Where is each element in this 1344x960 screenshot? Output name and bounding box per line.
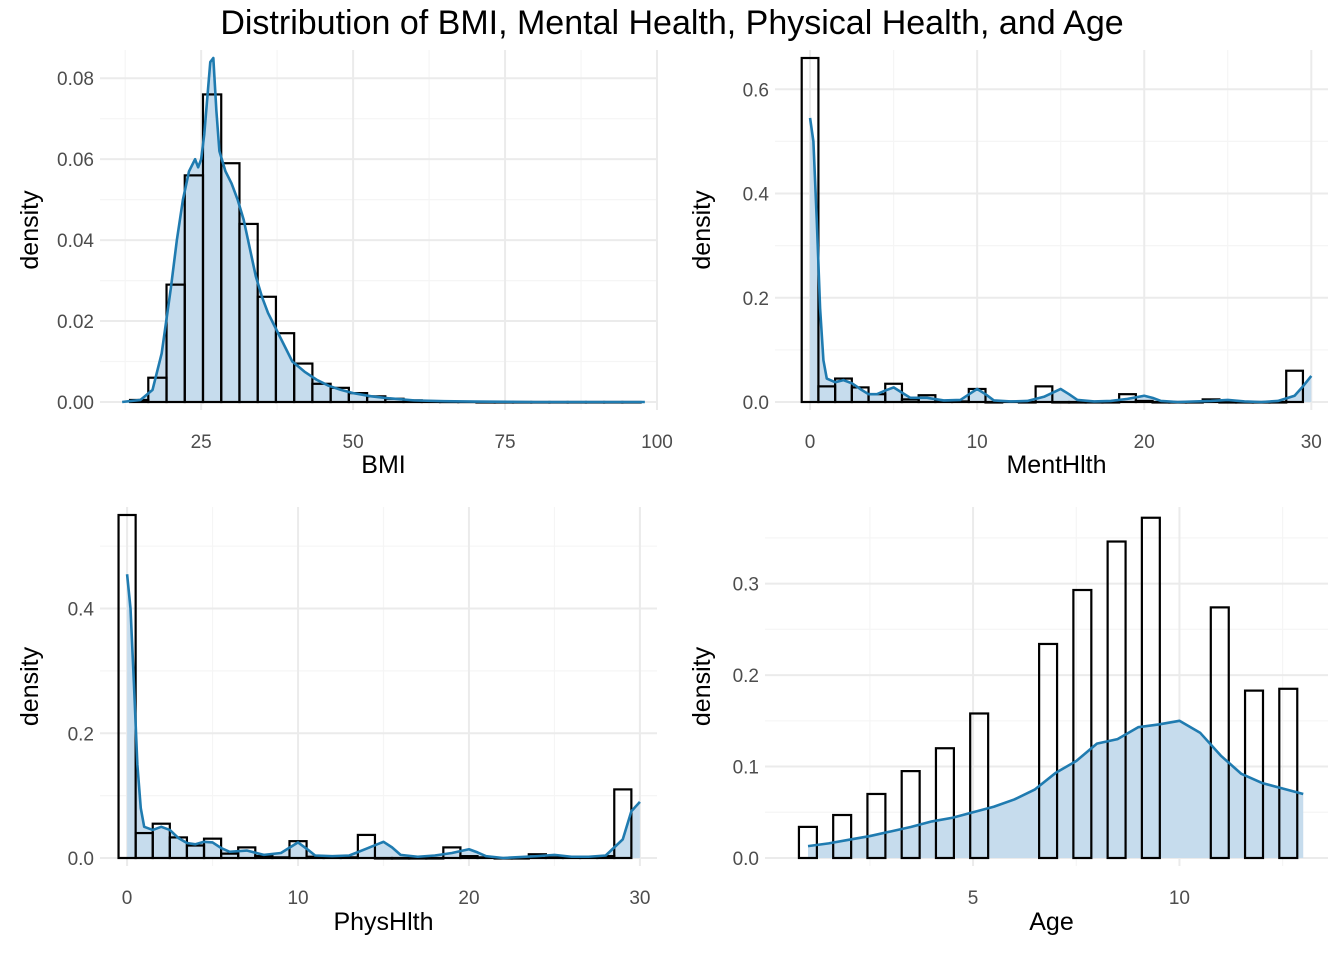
histogram-bar	[425, 856, 445, 860]
y-tick-label: 0.2	[743, 289, 769, 310]
x-axis-title: Age	[1029, 908, 1073, 936]
histogram-bar	[1038, 642, 1059, 860]
y-axis-title: density	[688, 190, 716, 270]
histogram-bar	[459, 855, 479, 860]
x-tick-label: 0	[122, 888, 133, 909]
y-tick-label: 0.2	[733, 666, 759, 687]
density-gap-fill	[1057, 857, 1074, 858]
density-line	[122, 56, 645, 404]
y-tick-label: 0.0	[733, 849, 759, 870]
y-tick-label: 0.6	[743, 80, 769, 101]
density-gap-fill	[1125, 857, 1142, 858]
histogram-bar	[969, 712, 990, 860]
density-line	[808, 117, 1313, 404]
density-gap-fill	[1159, 857, 1211, 858]
density-area	[808, 720, 1304, 858]
density-line	[125, 574, 641, 860]
y-tick-label: 0.02	[57, 312, 94, 333]
histogram-bar	[1051, 400, 1071, 404]
density-area	[122, 58, 645, 402]
panel-physhlth: 0 10 20 30 0.0 0.2 0.4 PhysHlth density	[16, 507, 657, 936]
histogram-bar	[1067, 400, 1087, 404]
density-gap-fill	[1091, 857, 1108, 858]
x-tick-label: 75	[494, 432, 515, 453]
histogram-bar	[832, 813, 853, 860]
histogram-bar	[390, 856, 411, 860]
density-gap-fill	[885, 857, 902, 858]
y-tick-label: 0.1	[733, 758, 759, 779]
y-axis-title: density	[688, 646, 716, 726]
histogram-bar	[544, 856, 565, 860]
density-gap-fill	[988, 857, 1040, 858]
y-axis-title: density	[16, 646, 44, 726]
density-gap-fill	[1263, 857, 1280, 858]
x-tick-label: 30	[1301, 432, 1322, 453]
x-tick-label: 0	[805, 432, 816, 453]
histogram-bar	[1278, 687, 1299, 860]
y-tick-label: 0.00	[57, 393, 94, 414]
density-line	[807, 719, 1304, 848]
histogram-bar	[442, 846, 462, 860]
y-tick-label: 0.2	[68, 724, 94, 745]
y-tick-label: 0.06	[57, 150, 94, 171]
histogram-bar	[797, 825, 818, 860]
y-tick-label: 0.0	[68, 849, 94, 870]
panel-bmi: 25 50 75 100 0.00 0.02 0.04 0.06 0.08 BMI density	[16, 50, 673, 479]
density-gap-fill	[953, 857, 971, 858]
histogram-bar	[1209, 606, 1230, 860]
histogram-bar	[613, 788, 633, 860]
x-tick-label: 10	[287, 888, 308, 909]
histogram-bar	[1134, 399, 1154, 404]
x-tick-label: 5	[968, 888, 979, 909]
panel-menthlth: 0 10 20 30 0.0 0.2 0.4 0.6 MentHlth density	[688, 50, 1328, 479]
x-tick-label: 20	[1134, 432, 1155, 453]
x-axis-title: MentHlth	[1006, 451, 1106, 479]
y-tick-label: 0.4	[743, 185, 770, 206]
y-tick-label: 0.0	[743, 393, 769, 414]
x-axis-title: BMI	[361, 451, 405, 479]
histogram-bar	[1106, 540, 1127, 860]
histogram-bar	[271, 856, 291, 860]
x-tick-label: 50	[343, 432, 364, 453]
density-gap-fill	[919, 857, 936, 858]
histogram-bar	[1140, 516, 1161, 860]
x-tick-label: 10	[967, 432, 988, 453]
histogram-bar	[373, 856, 394, 860]
histogram-bar	[866, 792, 887, 860]
histogram-bar	[408, 856, 428, 860]
density-gap-fill	[851, 857, 868, 858]
x-tick-label: 10	[1169, 888, 1190, 909]
x-axis-title: PhysHlth	[333, 908, 433, 936]
x-tick-label: 30	[629, 888, 650, 909]
x-tick-label: 25	[191, 432, 212, 453]
y-tick-label: 0.04	[57, 231, 94, 252]
y-tick-label: 0.4	[68, 600, 95, 621]
histogram-bar	[1072, 588, 1093, 860]
density-gap-fill	[816, 857, 834, 858]
histogram-bar	[254, 855, 274, 860]
histogram-bar	[339, 856, 359, 860]
x-tick-label: 20	[458, 888, 479, 909]
histogram-bar	[1218, 400, 1238, 404]
x-tick-label: 100	[641, 432, 673, 453]
chart-title: Distribution of BMI, Mental Health, Phys…	[220, 4, 1124, 42]
y-tick-label: 0.3	[733, 575, 759, 596]
histogram-bar	[950, 400, 970, 404]
histogram-bar	[900, 770, 921, 860]
histogram-bar	[117, 513, 137, 860]
histogram-bar	[934, 747, 955, 860]
panel-age: 5 10 0.0 0.1 0.2 0.3 Age density	[688, 507, 1328, 936]
y-axis-title: density	[16, 190, 44, 270]
density-gap-fill	[1228, 857, 1246, 858]
y-tick-label: 0.08	[57, 69, 94, 90]
